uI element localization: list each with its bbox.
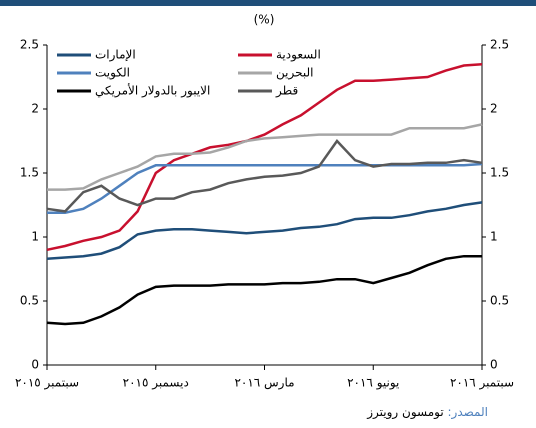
series-line bbox=[46, 201, 483, 261]
y-tick-label: 0.5 bbox=[20, 294, 39, 308]
y2-tick-label: 2.5 bbox=[490, 38, 509, 52]
y2-tick-label: 0.5 bbox=[490, 294, 509, 308]
series-line bbox=[46, 254, 482, 326]
x-tick-label: سبتمبر ٢٠١٥ bbox=[15, 376, 79, 391]
legend-label: البحرين bbox=[276, 66, 313, 81]
legend-label: الإمارات bbox=[95, 48, 136, 63]
legend-label: قطر bbox=[275, 84, 298, 99]
source: المصدر: تومسون رويترز bbox=[366, 405, 488, 420]
y2-tick-label: 1.5 bbox=[490, 166, 509, 180]
y2-tick-label: 1 bbox=[490, 230, 498, 244]
y-tick-label: 1 bbox=[31, 230, 39, 244]
y2-tick-label: 0 bbox=[490, 358, 498, 372]
x-tick-label: مارس ٢٠١٦ bbox=[234, 376, 294, 391]
legend-label: السعودية bbox=[276, 48, 321, 63]
legend-label: الكويت bbox=[95, 66, 130, 81]
y-tick-label: 2.5 bbox=[20, 38, 39, 52]
legend-label: الايبور بالدولار الأمريكي bbox=[95, 83, 210, 99]
series-line bbox=[46, 62, 483, 252]
x-tick-label: سبتمبر ٢٠١٦ bbox=[450, 376, 514, 391]
series-line bbox=[47, 123, 483, 191]
y-tick-label: 1.5 bbox=[20, 166, 39, 180]
series-line bbox=[47, 162, 483, 214]
y-tick-label: 2 bbox=[31, 102, 39, 116]
source-label: المصدر: bbox=[448, 405, 488, 420]
x-tick-label: ديسمبر ٢٠١٥ bbox=[123, 376, 189, 391]
y2-tick-label: 2 bbox=[490, 102, 498, 116]
series-line bbox=[46, 139, 483, 213]
x-tick-label: يونيو ٢٠١٦ bbox=[347, 376, 399, 391]
source-text: تومسون رويترز bbox=[366, 405, 443, 420]
chart-title: (%) bbox=[254, 13, 275, 27]
top-bar bbox=[0, 0, 536, 6]
y-tick-label: 0 bbox=[31, 358, 39, 372]
